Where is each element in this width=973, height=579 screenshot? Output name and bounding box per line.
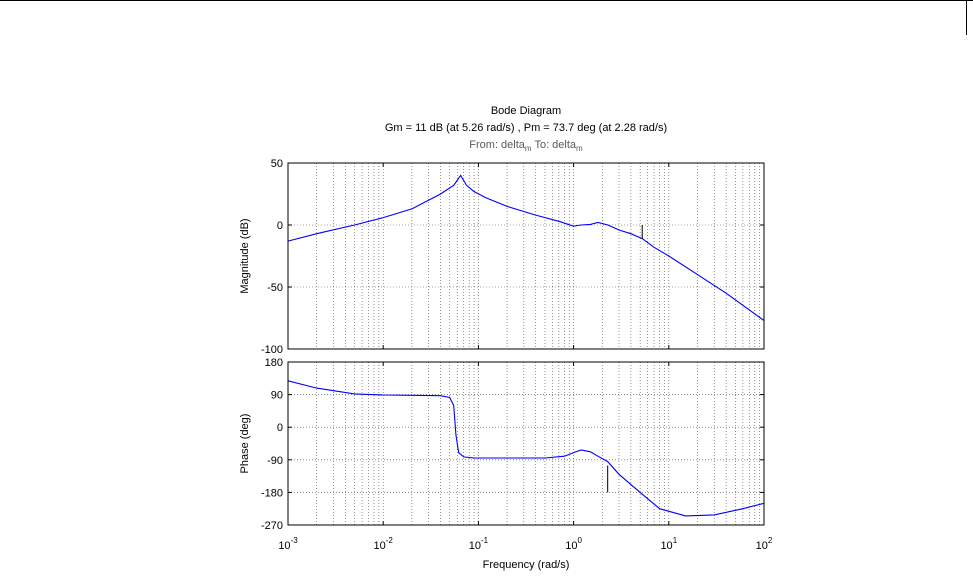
magnitude-axes-box xyxy=(287,162,765,350)
x-axis-label: Frequency (rad/s) xyxy=(483,559,570,571)
phase-ytick-label: 0 xyxy=(277,422,283,434)
io-to-label: To: delta xyxy=(534,139,576,151)
magnitude-ytick-label: -50 xyxy=(267,282,283,294)
phase-ytick-label: -180 xyxy=(261,487,283,499)
xtick-label: 10-2 xyxy=(374,536,394,552)
magnitude-ytick-label: -100 xyxy=(261,344,283,356)
magnitude-ytick-label: 0 xyxy=(277,220,283,232)
io-from-subscript: m xyxy=(525,144,532,153)
magnitude-series-line xyxy=(287,174,765,321)
xtick-label: 10-3 xyxy=(278,536,298,552)
phase-ytick-label: -270 xyxy=(261,520,283,532)
xtick-label: 102 xyxy=(756,536,773,552)
chart-subtitle: Gm = 11 dB (at 5.26 rad/s) , Pm = 73.7 d… xyxy=(385,122,667,134)
io-to-subscript: m xyxy=(576,144,583,153)
phase-y-axis-label: Phase (deg) xyxy=(239,414,251,474)
phase-panel: 180 90 0 -90 -180 -270 Phase (deg) xyxy=(239,357,765,532)
chart-title: Bode Diagram xyxy=(491,105,561,117)
window-top-border xyxy=(0,0,973,1)
xtick-label: 101 xyxy=(660,536,677,552)
magnitude-plot-area xyxy=(288,163,764,349)
io-from-label: From: delta xyxy=(469,139,526,151)
io-label: From: deltam To: deltam xyxy=(469,139,583,153)
xtick-label: 10-1 xyxy=(469,536,489,552)
phase-axes-box xyxy=(287,361,765,526)
xtick-label: 100 xyxy=(565,536,582,552)
window-corner-mark xyxy=(966,0,967,35)
phase-series-line xyxy=(287,380,765,517)
magnitude-y-axis-label: Magnitude (dB) xyxy=(239,218,251,293)
phase-ytick-label: 90 xyxy=(271,390,283,402)
magnitude-panel: 50 0 -50 -100 Magnitude (dB) xyxy=(239,158,765,356)
phase-plot-area xyxy=(288,362,764,525)
phase-ytick-label: -90 xyxy=(267,455,283,467)
phase-ytick-label: 180 xyxy=(265,357,283,369)
magnitude-ytick-label: 50 xyxy=(271,158,283,170)
